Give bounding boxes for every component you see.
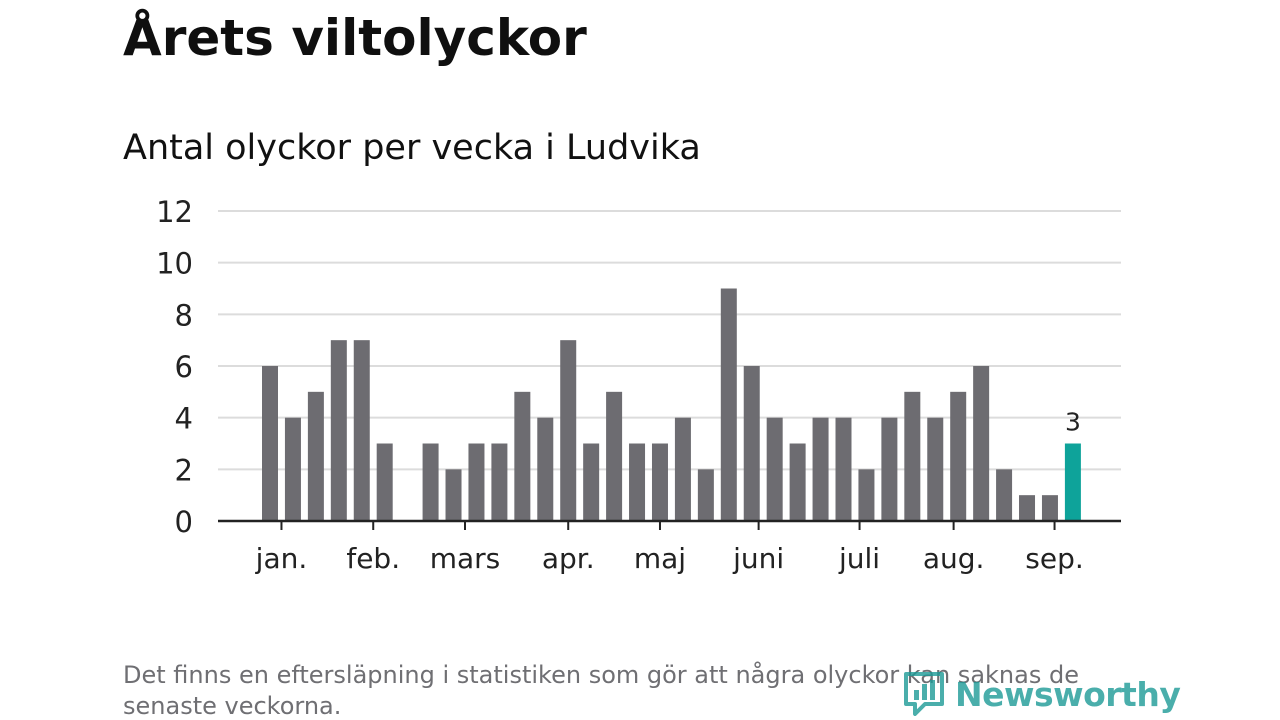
bar (950, 391, 967, 521)
bar-highlight (1064, 443, 1081, 521)
x-tick-label: maj (634, 542, 686, 575)
x-tick-label: feb. (346, 542, 400, 575)
bar (996, 469, 1013, 521)
chart-subtitle: Antal olyckor per vecka i Ludvika (123, 128, 701, 168)
y-tick-label: 12 (156, 195, 193, 229)
bar (583, 443, 600, 521)
bar (330, 340, 347, 521)
bar (1019, 495, 1036, 521)
bar (537, 417, 554, 521)
bar (766, 417, 783, 521)
bar (973, 366, 990, 521)
bar (262, 366, 278, 521)
y-tick-label: 6 (175, 350, 193, 384)
newsworthy-logo-icon (904, 672, 944, 716)
bar (376, 443, 393, 521)
x-tick-label: aug. (923, 542, 985, 575)
y-tick-label: 10 (156, 247, 193, 281)
bar (560, 340, 577, 521)
bar (629, 443, 646, 521)
bar (307, 391, 324, 521)
bar (927, 417, 944, 521)
bar (904, 391, 921, 521)
bar (674, 417, 691, 521)
bar (835, 417, 852, 521)
bar (353, 340, 370, 521)
y-tick-label: 4 (175, 402, 193, 436)
bar (858, 469, 875, 521)
x-tick-label: juli (838, 542, 880, 575)
x-tick-label: mars (430, 542, 501, 575)
bar (651, 443, 668, 521)
bar (720, 288, 737, 521)
newsworthy-logo[interactable]: Newsworthy (903, 670, 1181, 718)
x-tick-label: juni (732, 542, 784, 575)
bar (606, 391, 623, 521)
y-tick-label: 0 (175, 505, 193, 539)
bar-chart: 0 2 4 6 8 10 12 3 jan. feb. mars apr. maj juni juli aug… (156, 195, 1121, 575)
bar (812, 417, 829, 521)
chart-title: Årets viltolyckor (123, 9, 587, 67)
y-tick-label: 2 (175, 453, 193, 487)
data-label: 3 (1065, 408, 1081, 437)
y-tick-label: 8 (175, 298, 193, 332)
bar (284, 417, 301, 521)
x-tick-label: sep. (1025, 542, 1084, 575)
bar (881, 417, 898, 521)
bar (789, 443, 806, 521)
bar (422, 443, 439, 521)
bar (514, 391, 531, 521)
bar (491, 443, 508, 521)
bar (743, 366, 760, 521)
bar (1041, 495, 1058, 521)
bar (468, 443, 485, 521)
bar (445, 469, 462, 521)
newsworthy-logo-text: Newsworthy (955, 674, 1181, 714)
x-tick-label: jan. (255, 542, 308, 575)
x-tick-label: apr. (542, 542, 595, 575)
bar (697, 469, 714, 521)
